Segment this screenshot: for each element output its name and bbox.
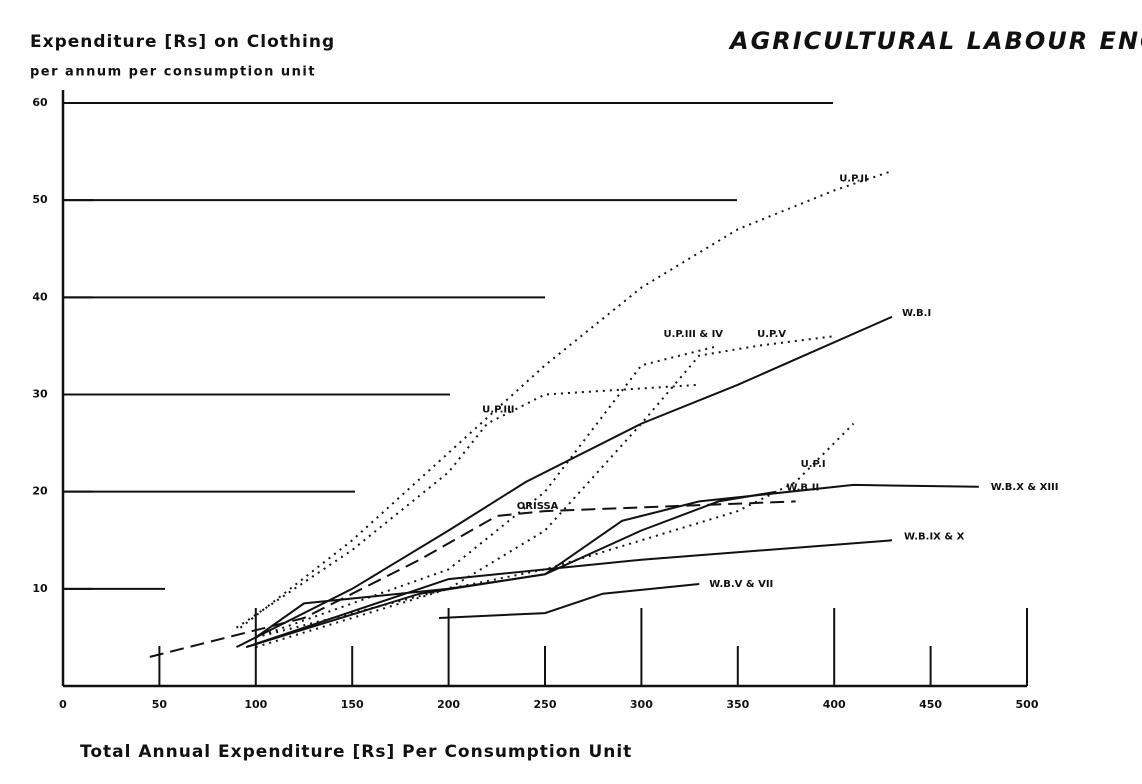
y-tick-label: 50	[32, 193, 48, 206]
x-tick-label: 150	[341, 698, 364, 711]
series-label: U.P.III	[482, 405, 514, 416]
x-tick-label: 50	[152, 698, 168, 711]
y-tick-label: 40	[32, 290, 48, 303]
series-label: U.P.V	[757, 329, 786, 340]
series-line	[235, 383, 700, 629]
x-axis-label: Total Annual Expenditure [Rs] Per Consum…	[80, 742, 632, 762]
series-label: U.P.II	[839, 173, 868, 184]
series-line	[245, 539, 893, 649]
series-label: W.B.II	[786, 483, 819, 494]
x-tick-label: 400	[823, 698, 846, 711]
series-line	[149, 500, 796, 658]
series-label: U.P.III & IV	[664, 329, 724, 340]
x-tick-label: 350	[726, 698, 749, 711]
y-axis-label: Expenditure [Rs] on Clothing	[30, 32, 335, 52]
y-tick-label: 10	[32, 582, 48, 595]
series-label: W.B.I	[902, 308, 931, 319]
series-label: ORISSA	[517, 501, 559, 512]
y-tick-label: 60	[32, 96, 48, 109]
series-line	[245, 490, 777, 649]
series-line	[438, 583, 700, 619]
series-line	[236, 315, 893, 648]
x-tick-label: 0	[59, 698, 67, 711]
series-label: W.B.V & VII	[709, 579, 773, 590]
chart-title: AGRICULTURAL LABOUR ENQUIRY-II	[728, 27, 1142, 55]
series-label: W.B.X & XIII	[991, 482, 1059, 493]
series-line	[255, 422, 855, 639]
x-tick-label: 250	[534, 698, 557, 711]
x-tick-label: 450	[919, 698, 942, 711]
y-tick-label: 30	[32, 388, 48, 401]
x-tick-label: 200	[437, 698, 460, 711]
series-label: U.P.I	[801, 459, 826, 470]
y-tick-label: 20	[32, 485, 48, 498]
y-axis-sublabel: per annum per consumption unit	[30, 65, 316, 80]
series-line	[255, 483, 979, 639]
x-tick-label: 500	[1016, 698, 1039, 711]
x-tick-label: 100	[244, 698, 267, 711]
series-label: W.B.IX & X	[904, 531, 965, 542]
x-tick-label: 300	[630, 698, 653, 711]
